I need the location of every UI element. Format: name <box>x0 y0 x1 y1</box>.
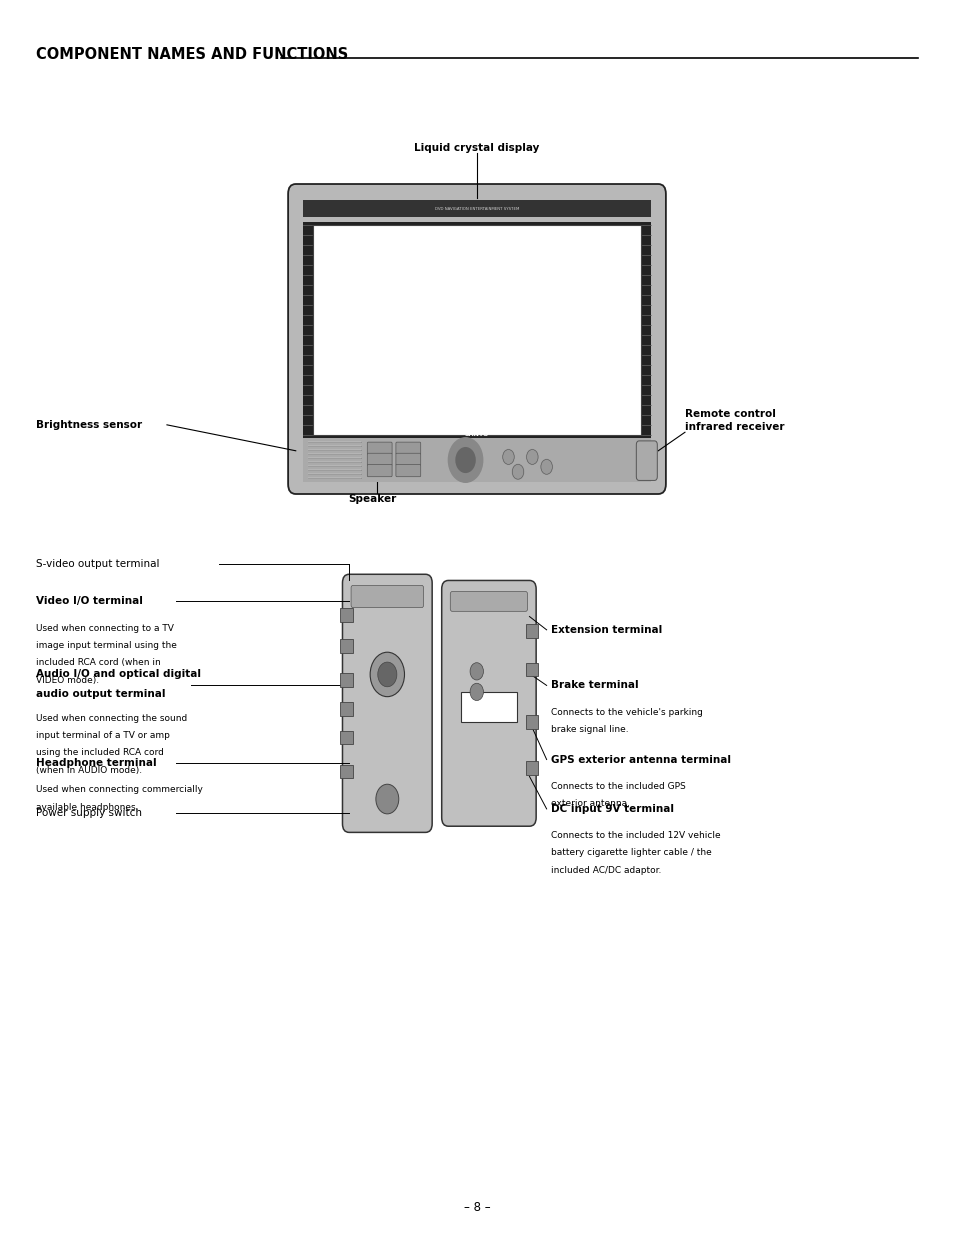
Text: DC input 9V terminal: DC input 9V terminal <box>551 804 674 814</box>
Text: DVD NAVIGATION ENTERTAINMENT SYSTEM: DVD NAVIGATION ENTERTAINMENT SYSTEM <box>435 206 518 211</box>
Circle shape <box>512 464 523 479</box>
FancyBboxPatch shape <box>367 442 392 454</box>
Text: Used when connecting commercially: Used when connecting commercially <box>36 785 203 794</box>
Text: Audio I/O and optical digital: Audio I/O and optical digital <box>36 669 201 679</box>
Text: Extension terminal: Extension terminal <box>551 625 662 635</box>
Circle shape <box>375 784 398 814</box>
Circle shape <box>512 464 523 479</box>
FancyBboxPatch shape <box>395 464 420 477</box>
Text: image input terminal using the: image input terminal using the <box>36 641 177 650</box>
Text: – 8 –: – 8 – <box>463 1202 490 1214</box>
Circle shape <box>502 450 514 464</box>
Text: Power supply switch: Power supply switch <box>36 808 142 818</box>
Circle shape <box>377 662 396 687</box>
FancyBboxPatch shape <box>367 453 392 466</box>
Circle shape <box>526 450 537 464</box>
Bar <box>339 640 353 653</box>
Text: Headphone terminal: Headphone terminal <box>36 758 156 768</box>
Text: included RCA cord (when in: included RCA cord (when in <box>36 658 161 667</box>
Circle shape <box>502 450 514 464</box>
Circle shape <box>456 448 475 473</box>
Text: Used when connecting to a TV: Used when connecting to a TV <box>36 624 174 632</box>
FancyBboxPatch shape <box>342 574 432 832</box>
Text: Connects to the vehicle's parking: Connects to the vehicle's parking <box>551 708 702 716</box>
Text: Connects to the included GPS: Connects to the included GPS <box>551 782 685 790</box>
Text: infrared receiver: infrared receiver <box>684 422 783 432</box>
Text: Speaker: Speaker <box>348 494 396 504</box>
Text: using the included RCA cord: using the included RCA cord <box>36 748 164 757</box>
Bar <box>339 701 353 715</box>
FancyBboxPatch shape <box>367 464 392 477</box>
FancyBboxPatch shape <box>441 580 536 826</box>
Text: Brightness sensor: Brightness sensor <box>36 420 142 430</box>
Bar <box>460 692 517 721</box>
Circle shape <box>448 438 482 483</box>
Circle shape <box>526 450 537 464</box>
Text: Video I/O terminal: Video I/O terminal <box>36 597 143 606</box>
FancyBboxPatch shape <box>288 184 665 494</box>
Bar <box>303 438 650 482</box>
FancyBboxPatch shape <box>450 592 527 611</box>
Text: available headphones.: available headphones. <box>36 803 138 811</box>
Bar <box>303 200 650 217</box>
Circle shape <box>540 459 552 474</box>
Text: Brake terminal: Brake terminal <box>551 680 639 690</box>
Text: SANYO: SANYO <box>464 432 489 437</box>
Text: battery cigarette lighter cable / the: battery cigarette lighter cable / the <box>551 848 712 857</box>
FancyBboxPatch shape <box>395 453 420 466</box>
Text: exterior antenna.: exterior antenna. <box>551 799 630 808</box>
Bar <box>525 663 537 677</box>
Text: S-video output terminal: S-video output terminal <box>36 559 159 569</box>
Bar <box>525 624 537 637</box>
FancyBboxPatch shape <box>351 585 423 608</box>
FancyBboxPatch shape <box>395 442 420 454</box>
Circle shape <box>470 663 483 680</box>
Text: Connects to the included 12V vehicle: Connects to the included 12V vehicle <box>551 831 720 840</box>
Text: Remote control: Remote control <box>684 409 775 419</box>
Text: Liquid crystal display: Liquid crystal display <box>414 143 539 153</box>
Text: COMPONENT NAMES AND FUNCTIONS: COMPONENT NAMES AND FUNCTIONS <box>36 47 348 62</box>
Text: VIDEO mode).: VIDEO mode). <box>36 676 99 684</box>
Text: (when in AUDIO mode).: (when in AUDIO mode). <box>36 766 142 774</box>
Bar <box>303 222 650 437</box>
Circle shape <box>540 459 552 474</box>
Bar <box>339 673 353 687</box>
Text: audio output terminal: audio output terminal <box>36 689 166 699</box>
Bar <box>525 761 537 774</box>
Text: Used when connecting the sound: Used when connecting the sound <box>36 714 188 722</box>
Bar <box>525 715 537 729</box>
FancyBboxPatch shape <box>636 441 657 480</box>
Bar <box>339 608 353 621</box>
Text: GPS exterior antenna terminal: GPS exterior antenna terminal <box>551 755 731 764</box>
Bar <box>303 430 650 440</box>
Circle shape <box>370 652 404 697</box>
Bar <box>339 731 353 745</box>
Text: input terminal of a TV or amp: input terminal of a TV or amp <box>36 731 170 740</box>
Text: included AC/DC adaptor.: included AC/DC adaptor. <box>551 866 661 874</box>
Text: brake signal line.: brake signal line. <box>551 725 628 734</box>
Bar <box>313 225 640 435</box>
Circle shape <box>470 683 483 700</box>
Bar <box>339 764 353 778</box>
